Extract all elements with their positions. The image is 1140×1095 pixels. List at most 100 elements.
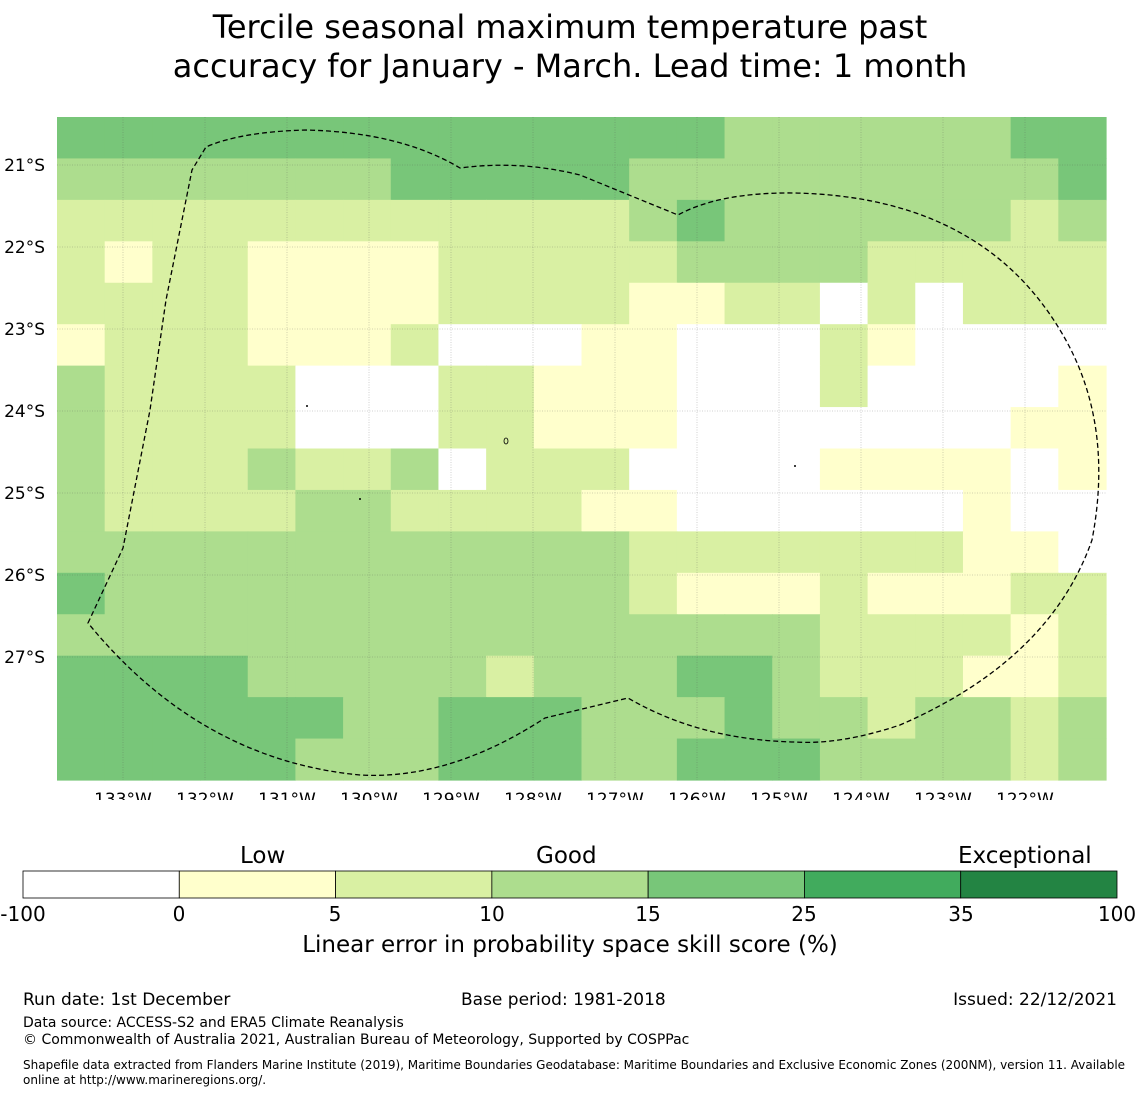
grid-cell: [438, 489, 487, 532]
grid-cell: [390, 697, 440, 740]
grid-cell: [295, 407, 344, 450]
grid-cell: [533, 117, 583, 160]
grid-cell: [772, 241, 821, 284]
grid-cell: [676, 531, 726, 574]
grid-cell: [486, 158, 535, 201]
longitude-label: 131°W: [258, 790, 316, 800]
colorbar-tick: 10: [479, 902, 505, 926]
grid-cell: [1010, 117, 1059, 160]
grid-cell: [295, 614, 344, 657]
latitude-label: 21°S: [4, 156, 45, 176]
grid-cell: [1058, 282, 1107, 325]
grid-cell: [724, 365, 773, 408]
grid-cell: [629, 241, 678, 284]
grid-cell: [104, 117, 153, 160]
grid-cell: [104, 489, 153, 532]
grid-cell: [295, 365, 344, 408]
longitude-label: 132°W: [176, 790, 234, 800]
grid-cell: [295, 324, 344, 367]
grid-cell: [104, 531, 153, 574]
grid-cell: [57, 324, 106, 367]
grid-cell: [581, 282, 630, 325]
grid-cell: [57, 614, 106, 657]
grid-cell: [676, 614, 726, 657]
grid-cell: [438, 241, 487, 284]
grid-cell: [104, 448, 153, 491]
grid-cell: [200, 572, 249, 615]
grid-cell: [486, 572, 535, 615]
grid-cell: [152, 614, 201, 657]
grid-cell: [1058, 241, 1107, 284]
grid-cell: [1010, 324, 1059, 367]
grid-cell: [867, 241, 916, 284]
grid-cell: [1010, 365, 1059, 408]
latitude-label: 25°S: [4, 484, 45, 504]
grid-cell: [915, 614, 964, 657]
grid-cell: [676, 738, 726, 781]
longitude-label: 128°W: [504, 790, 562, 800]
grid-cell: [676, 655, 726, 698]
grid-cell: [629, 448, 678, 491]
grid-cell: [819, 531, 869, 574]
grid-cell: [390, 241, 440, 284]
grid-cell: [772, 531, 821, 574]
grid-cell: [247, 199, 297, 242]
grid-cell: [533, 614, 583, 657]
grid-cell: [295, 531, 344, 574]
grid-cell: [819, 117, 869, 160]
grid-cell: [629, 614, 678, 657]
grid-cell: [581, 738, 630, 781]
grid-cell: [581, 448, 630, 491]
grid-cell: [57, 199, 106, 242]
grid-cell: [390, 324, 440, 367]
grid-cell: [1010, 241, 1059, 284]
grid-cell: [247, 282, 297, 325]
grid-cell: [1010, 158, 1059, 201]
category-exceptional: Exceptional: [958, 843, 1092, 869]
grid-cell: [200, 738, 249, 781]
eez-boundary: [87, 129, 1100, 777]
grid-cell: [438, 531, 487, 574]
grid-cell: [819, 614, 869, 657]
grid-cell: [152, 324, 201, 367]
grid-cell: [343, 117, 392, 160]
grid-cell: [533, 697, 583, 740]
grid-cell: [676, 199, 726, 242]
grid-cell: [295, 199, 344, 242]
grid-cell: [390, 158, 440, 201]
grid-cell: [438, 738, 487, 781]
grid-cell: [486, 655, 535, 698]
grid-cell: [819, 572, 869, 615]
islands: [306, 405, 796, 500]
grid-cell: [343, 324, 392, 367]
grid-cell: [295, 738, 344, 781]
grid-cell: [438, 407, 487, 450]
grid-cell: [772, 448, 821, 491]
grid-cell: [772, 324, 821, 367]
grid-cell: [152, 531, 201, 574]
grid-cell: [819, 282, 869, 325]
grid-cell: [676, 407, 726, 450]
grid-cell: [104, 655, 153, 698]
longitude-label: 129°W: [422, 790, 480, 800]
colorbar-tick: 0: [172, 902, 186, 926]
grid-cell: [867, 324, 916, 367]
grid-cell: [915, 655, 964, 698]
grid-cell: [200, 199, 249, 242]
grid-cell: [962, 407, 1012, 450]
colorbar-segment: [647, 870, 805, 899]
grid-cell: [867, 531, 916, 574]
grid-cell: [200, 489, 249, 532]
longitude-label: 127°W: [586, 790, 644, 800]
grid-cell: [962, 282, 1012, 325]
category-low: Low: [240, 843, 286, 869]
grid-cell: [438, 697, 487, 740]
grid-cell: [57, 282, 106, 325]
grid-cell: [247, 324, 297, 367]
map-title-line-2: accuracy for January - March. Lead time:…: [172, 47, 968, 85]
grid-cell: [57, 531, 106, 574]
colorbar-segment: [960, 870, 1118, 899]
grid-cell: [486, 738, 535, 781]
grid-cell: [343, 655, 392, 698]
colorbar-tick: 25: [791, 902, 817, 926]
